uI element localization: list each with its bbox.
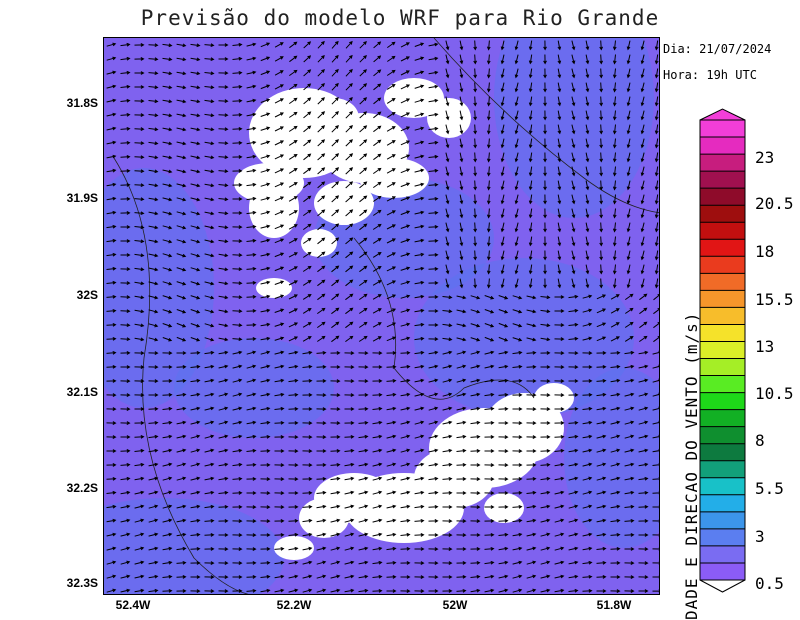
cloud-mask xyxy=(484,493,524,523)
cloud-mask xyxy=(309,98,359,138)
colorbar-segment xyxy=(700,393,745,411)
colorbar-segment xyxy=(700,188,745,206)
colorbar-top-triangle xyxy=(700,109,745,120)
colorbar-label: 5.5 xyxy=(755,479,784,498)
colorbar-label: 8 xyxy=(755,431,765,450)
lon-label: 52W xyxy=(443,598,468,612)
forecast-time: Hora: 19h UTC xyxy=(663,68,757,82)
cloud-mask xyxy=(274,536,314,560)
colorbar-segment xyxy=(700,222,745,240)
colorbar-segment xyxy=(700,256,745,274)
colorbar-segment xyxy=(700,341,745,359)
lat-label: 32S xyxy=(77,288,98,302)
colorbar-label: 0.5 xyxy=(755,574,784,593)
colorbar-segment xyxy=(700,290,745,308)
colorbar-segment xyxy=(700,239,745,257)
colorbar-segment xyxy=(700,307,745,325)
colorbar-segment xyxy=(700,273,745,291)
colorbar-segment xyxy=(700,512,745,530)
colorbar-label: 10.5 xyxy=(755,384,794,403)
colorbar-segment xyxy=(700,359,745,377)
colorbar-label: 23 xyxy=(755,148,774,167)
colorbar xyxy=(695,108,755,594)
colorbar-segment xyxy=(700,410,745,428)
colorbar-segment xyxy=(700,478,745,496)
lat-label: 31.9S xyxy=(67,191,98,205)
map-title: Previsão do modelo WRF para Rio Grande xyxy=(0,6,800,30)
colorbar-segment xyxy=(700,154,745,172)
colorbar-segment xyxy=(700,461,745,479)
colorbar-segment xyxy=(700,171,745,189)
colorbar-segment xyxy=(700,563,745,581)
lat-label: 32.1S xyxy=(67,385,98,399)
lat-label: 32.2S xyxy=(67,481,98,495)
colorbar-segment xyxy=(700,324,745,342)
cloud-mask xyxy=(299,498,349,538)
colorbar-segment xyxy=(700,137,745,155)
colorbar-segment xyxy=(700,546,745,564)
colorbar-bottom-triangle xyxy=(700,580,745,592)
colorbar-label: 20.5 xyxy=(755,194,794,213)
colorbar-segment xyxy=(700,120,745,138)
colorbar-label: 13 xyxy=(755,337,774,356)
cloud-mask xyxy=(359,158,429,198)
colorbar-label: 18 xyxy=(755,242,774,261)
colorbar-segment xyxy=(700,427,745,445)
wind-map xyxy=(103,37,660,595)
forecast-date: Dia: 21/07/2024 xyxy=(663,42,771,56)
colorbar-segment xyxy=(700,376,745,394)
cloud-mask xyxy=(256,278,292,298)
wind-field xyxy=(104,38,660,595)
cloud-mask xyxy=(534,383,574,413)
colorbar-segment xyxy=(700,205,745,223)
lat-label: 32.3S xyxy=(67,576,98,590)
colorbar-segment xyxy=(700,529,745,547)
lon-label: 52.2W xyxy=(277,598,312,612)
lon-label: 52.4W xyxy=(116,598,151,612)
colorbar-segment xyxy=(700,495,745,513)
colorbar-label: 3 xyxy=(755,527,765,546)
colorbar-title: DADE E DIRECAO DO VENTO (m/s) xyxy=(682,312,701,620)
cloud-mask xyxy=(249,178,299,238)
colorbar-segment xyxy=(700,444,745,462)
colorbar-label: 15.5 xyxy=(755,290,794,309)
lon-label: 51.8W xyxy=(597,598,632,612)
lat-label: 31.8S xyxy=(67,96,98,110)
